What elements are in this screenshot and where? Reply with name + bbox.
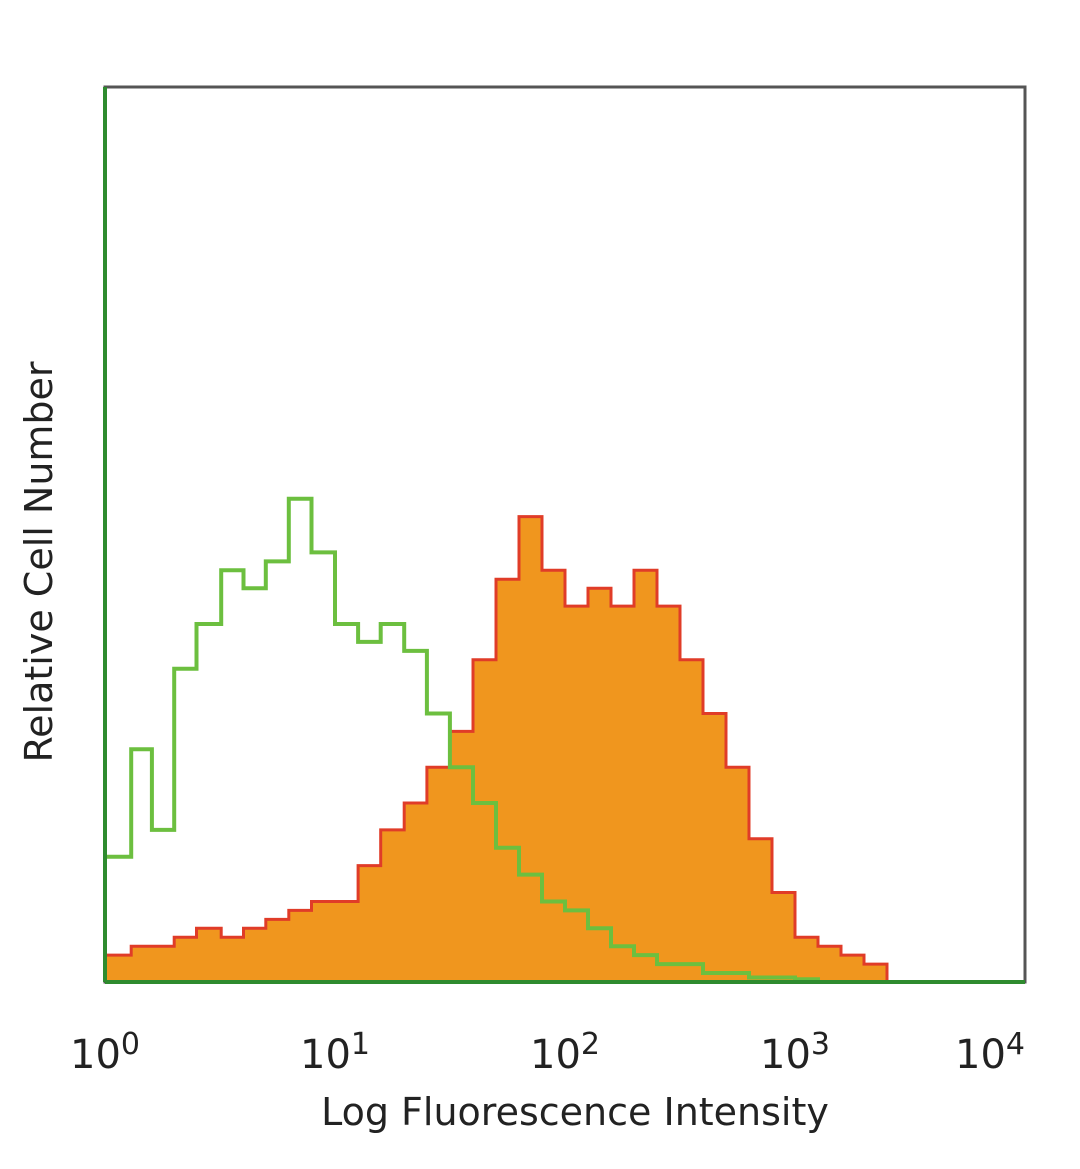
- series-1-fill: [105, 516, 1025, 982]
- x-axis-title: Log Fluorescence Intensity: [321, 1090, 829, 1134]
- series-layer: [105, 496, 1025, 984]
- x-tick-label: 101: [300, 1027, 370, 1078]
- series-0-line: [105, 496, 1025, 984]
- y-axis-title: Relative Cell Number: [17, 361, 61, 762]
- x-tick-label: 100: [70, 1027, 140, 1078]
- x-tick-label: 104: [955, 1027, 1025, 1078]
- x-tick-label: 103: [760, 1027, 830, 1078]
- x-tick-label: 102: [530, 1027, 600, 1078]
- x-tick-labels: 100 101 102 103 104: [70, 1027, 1025, 1078]
- series-1-edge: [105, 515, 1025, 984]
